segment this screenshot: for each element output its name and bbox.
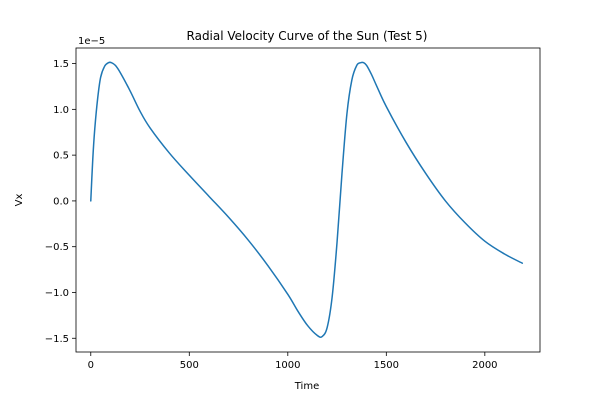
series-line: [90, 61, 524, 338]
plot-frame: [75, 47, 541, 353]
x-axis-ticks: 0 500 1000 1500 2000: [88, 352, 498, 371]
y-tick-label: −1.5: [45, 334, 69, 345]
chart-title: Radial Velocity Curve of the Sun (Test 5…: [187, 29, 428, 43]
y-tick-label: 1.0: [53, 105, 69, 116]
x-tick-label: 0: [88, 360, 94, 371]
y-tick-label: −1.0: [45, 288, 69, 299]
y-tick-label: 0.0: [53, 196, 69, 207]
y-tick-label: −0.5: [45, 242, 69, 253]
y-axis-label: Vx: [14, 194, 25, 207]
x-tick-label: 500: [180, 360, 199, 371]
x-tick-label: 1500: [374, 360, 399, 371]
x-axis-label: Time: [294, 381, 319, 392]
x-tick-label: 1000: [275, 360, 300, 371]
y-offset-label: 1e−5: [78, 36, 105, 47]
y-tick-label: 1.5: [53, 59, 69, 70]
x-tick-label: 2000: [472, 360, 497, 371]
y-axis-ticks: −1.5 −1.0 −0.5 0.0 0.5 1.0 1.5: [45, 59, 76, 345]
y-tick-label: 0.5: [53, 151, 69, 162]
